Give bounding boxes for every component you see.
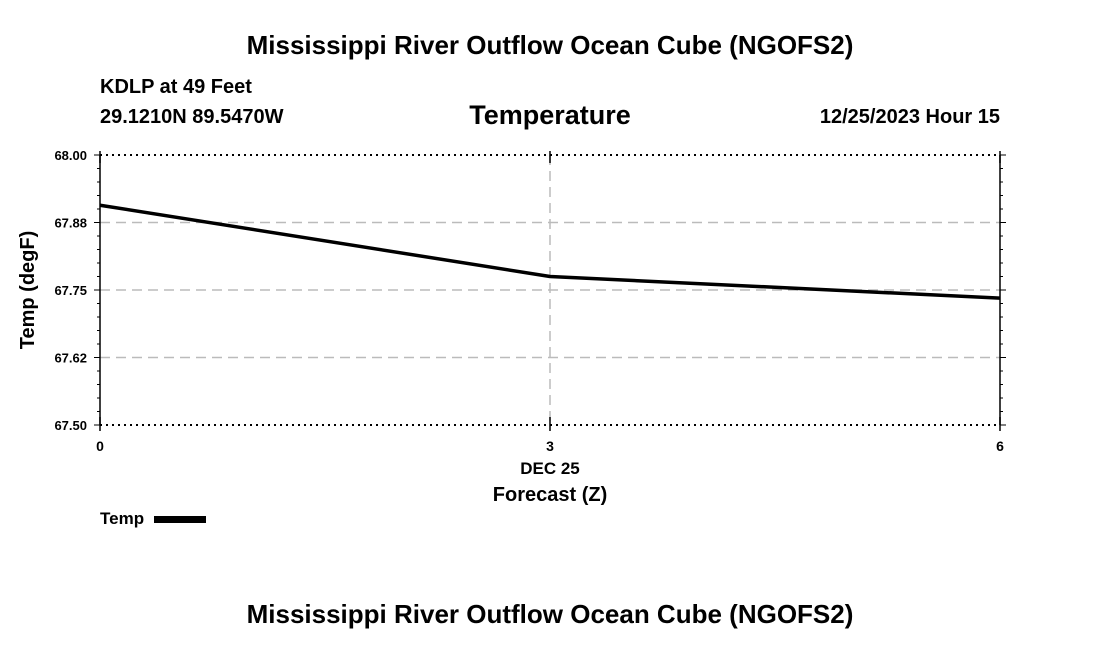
chart-title: Temperature — [469, 100, 631, 130]
coordinates-label: 29.1210N 89.5470W — [100, 106, 284, 128]
x-tick-label: 6 — [996, 438, 1004, 454]
y-tick-label: 67.62 — [54, 351, 87, 366]
main-title: Mississippi River Outflow Ocean Cube (NG… — [246, 30, 854, 60]
legend: Temp — [100, 509, 207, 529]
y-tick-label: 67.88 — [54, 216, 87, 231]
datetime-label: 12/25/2023 Hour 15 — [819, 106, 1000, 128]
legend-label: Temp — [100, 509, 145, 528]
x-tick-label: 3 — [546, 438, 554, 454]
y-tick-label: 67.50 — [54, 418, 87, 433]
legend-swatch — [154, 515, 207, 523]
y-tick-label: 68.00 — [54, 148, 87, 163]
x-axis-label: Forecast (Z) — [493, 484, 607, 506]
x-date-label: DEC 25 — [520, 459, 580, 478]
station-label: KDLP at 49 Feet — [100, 76, 252, 98]
y-tick-label: 67.75 — [54, 283, 87, 298]
x-tick-label: 0 — [96, 438, 104, 454]
y-axis-label: Temp (degF) — [17, 231, 39, 350]
footer-title: Mississippi River Outflow Ocean Cube (NG… — [246, 599, 854, 629]
